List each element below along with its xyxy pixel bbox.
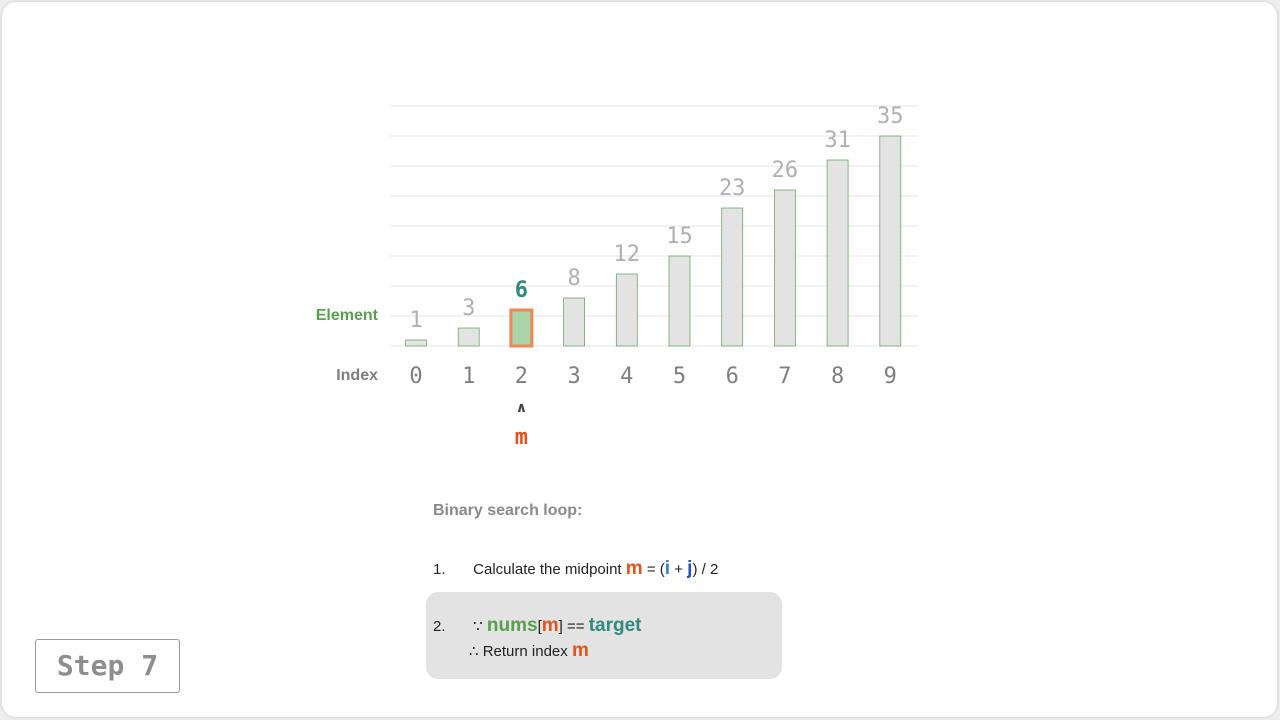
index-label: 7 bbox=[778, 364, 791, 389]
because-symbol: ∵ bbox=[473, 618, 483, 635]
step-badge: Step 7 bbox=[35, 639, 180, 693]
index-label: 4 bbox=[620, 364, 633, 389]
step-2-result: ∴ Return index m bbox=[469, 640, 589, 662]
loop-title: Binary search loop: bbox=[433, 502, 583, 519]
nums-symbol: nums bbox=[486, 615, 538, 636]
current-step-highlight bbox=[426, 592, 782, 679]
step-2-condition: 2. ∵ nums[m] == target bbox=[433, 615, 642, 637]
highlighted-bar bbox=[509, 308, 534, 348]
step-1-text: Calculate the midpoint bbox=[473, 561, 622, 578]
index-row-label: Index bbox=[336, 367, 378, 384]
left-bracket: [ bbox=[537, 618, 542, 635]
bar bbox=[826, 159, 849, 347]
right-bracket: ] bbox=[558, 618, 563, 635]
target-symbol: target bbox=[588, 615, 642, 636]
return-m-symbol: m bbox=[571, 640, 589, 661]
step-1-j-symbol: j bbox=[687, 558, 693, 579]
bar bbox=[879, 135, 902, 347]
bar bbox=[774, 189, 796, 347]
step-1: 1. Calculate the midpoint m = (i + j) / … bbox=[433, 558, 718, 580]
bar bbox=[668, 255, 691, 347]
value-label: 6 bbox=[515, 278, 528, 303]
index-label: 3 bbox=[567, 364, 580, 389]
value-label: 23 bbox=[719, 176, 746, 201]
value-label: 31 bbox=[824, 128, 851, 153]
index-label: 9 bbox=[884, 364, 897, 389]
value-label: 12 bbox=[614, 242, 641, 267]
step-1-tail: ) / 2 bbox=[692, 561, 719, 578]
bar bbox=[721, 207, 744, 347]
step-1-i-symbol: i bbox=[664, 558, 671, 579]
index-label: 1 bbox=[462, 364, 475, 389]
value-label: 35 bbox=[877, 104, 904, 129]
value-label: 15 bbox=[666, 224, 693, 249]
equals-operator: == bbox=[567, 618, 585, 635]
step-1-m-symbol: m bbox=[625, 558, 643, 579]
value-label: 3 bbox=[462, 296, 475, 321]
index-label: 5 bbox=[673, 364, 686, 389]
pointer-arrow-icon: ∧ bbox=[516, 400, 527, 416]
step-1-eq: = ( bbox=[646, 561, 665, 578]
index-label: 6 bbox=[726, 364, 739, 389]
step-1-number: 1. bbox=[433, 561, 446, 578]
step-2-number: 2. bbox=[433, 618, 446, 635]
bar bbox=[405, 339, 427, 347]
element-row-label: Element bbox=[315, 307, 378, 324]
bar bbox=[615, 273, 638, 347]
index-label: 0 bbox=[409, 364, 422, 389]
therefore-symbol: ∴ bbox=[469, 643, 479, 660]
value-label: 26 bbox=[772, 158, 799, 183]
step-1-plus: + bbox=[674, 561, 683, 578]
value-label: 8 bbox=[567, 266, 580, 291]
bar bbox=[563, 297, 585, 347]
value-label: 1 bbox=[409, 308, 422, 333]
step-2-m-symbol: m bbox=[541, 615, 559, 636]
index-label: 2 bbox=[515, 364, 528, 389]
pointer-m-label: m bbox=[515, 425, 528, 450]
return-text: Return index bbox=[482, 643, 568, 660]
index-label: 8 bbox=[831, 364, 844, 389]
bar bbox=[457, 327, 480, 347]
